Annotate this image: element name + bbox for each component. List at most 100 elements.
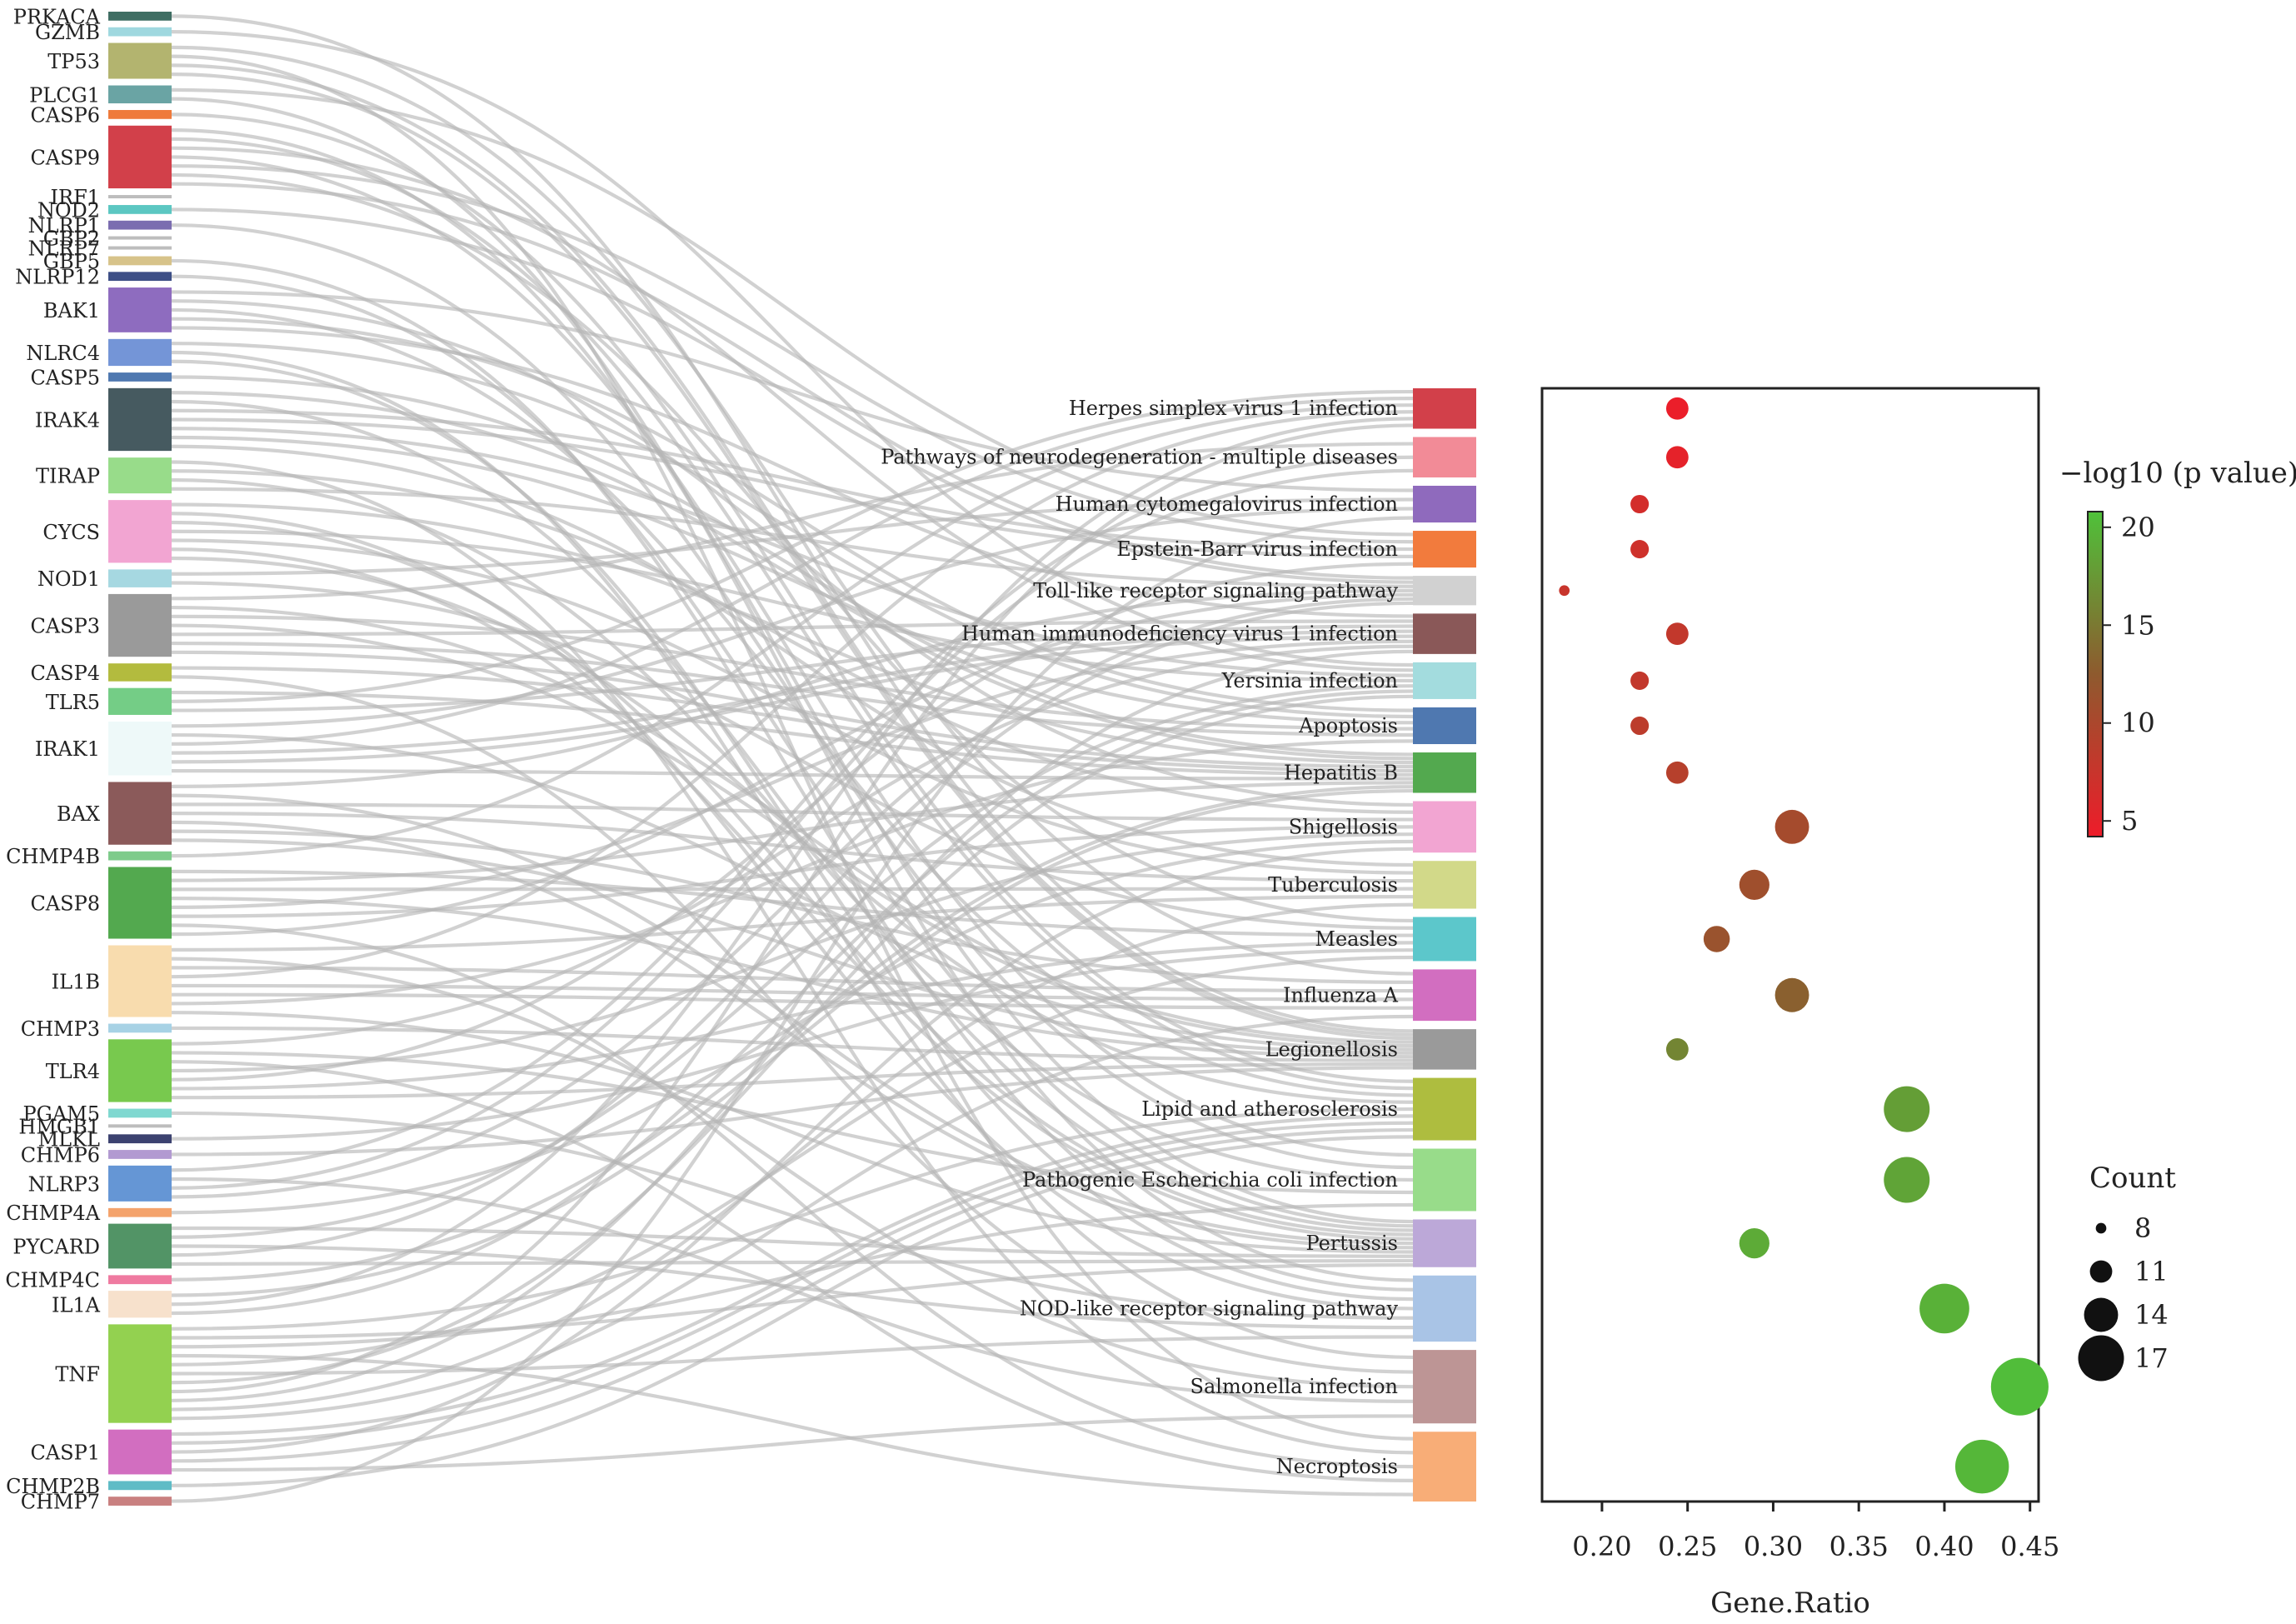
dot-15 — [1884, 1157, 1930, 1203]
flow-link — [171, 649, 1414, 1402]
gene-label-chmp6: CHMP6 — [21, 1143, 100, 1167]
flow-link — [171, 182, 1414, 580]
pathway-label-18: Salmonella infection — [1190, 1375, 1398, 1398]
pathway-label-11: Measles — [1315, 927, 1398, 951]
flow-link — [171, 923, 1414, 1469]
pathway-node-9 — [1413, 801, 1476, 853]
flow-link — [171, 941, 1414, 1091]
pathway-label-3: Epstein-Barr virus infection — [1116, 537, 1398, 561]
dot-14 — [1884, 1086, 1930, 1132]
flow-link — [171, 895, 1414, 952]
gene-label-casp9: CASP9 — [30, 146, 100, 169]
gene-node-gzmb — [108, 27, 172, 37]
gene-node-chmp4a — [108, 1207, 172, 1217]
gene-node-nlrp1 — [108, 220, 172, 230]
gene-label-casp5: CASP5 — [30, 366, 100, 389]
flow-link — [171, 1051, 1414, 1195]
pathway-node-19 — [1413, 1432, 1476, 1502]
pathway-node-13 — [1413, 1029, 1476, 1070]
gene-node-casp5 — [108, 372, 172, 382]
flow-link — [171, 468, 1414, 1190]
gene-label-nlrp12: NLRP12 — [15, 266, 100, 289]
sankey-flows — [171, 14, 1414, 1503]
gene-label-chmp4c: CHMP4C — [5, 1269, 100, 1292]
pathway-node-15 — [1413, 1148, 1476, 1212]
gene-node-irak1 — [108, 721, 172, 776]
gene-label-gbp5: GBP5 — [43, 250, 100, 273]
gene-node-nlrp12 — [108, 272, 172, 282]
color-tick-label: 15 — [2121, 609, 2155, 641]
dot-18 — [1990, 1357, 2049, 1416]
gene-node-il1b — [108, 945, 172, 1017]
x-tick-label: 0.35 — [1829, 1531, 1889, 1562]
gene-node-tlr4 — [108, 1039, 172, 1102]
gene-label-tirap: TIRAP — [36, 465, 100, 488]
size-legend-label: 8 — [2134, 1212, 2151, 1244]
pathway-node-12 — [1413, 969, 1476, 1022]
size-legend-dot — [2078, 1335, 2124, 1382]
size-legend-dot — [2084, 1297, 2119, 1332]
dot-10 — [1739, 869, 1769, 900]
dot-0 — [1665, 397, 1689, 420]
dot-16 — [1739, 1228, 1769, 1259]
gene-label-pycard: PYCARD — [12, 1235, 100, 1258]
flow-link — [171, 690, 1414, 777]
flow-link — [171, 397, 1414, 746]
gene-node-tlr5 — [108, 687, 172, 715]
pathway-label-16: Pertussis — [1306, 1232, 1398, 1255]
flow-link — [171, 469, 1414, 814]
gene-label-casp6: CASP6 — [30, 103, 100, 127]
gene-label-tlr4: TLR4 — [46, 1060, 100, 1083]
flow-link — [171, 507, 1414, 728]
gene-node-tp53 — [108, 42, 172, 79]
flow-link — [171, 694, 1414, 1385]
gene-label-tp53: TP53 — [47, 50, 100, 73]
dot-17 — [1919, 1283, 1969, 1334]
pathway-node-11 — [1413, 917, 1476, 962]
dot-3 — [1630, 540, 1650, 559]
flow-link — [171, 1414, 1414, 1472]
gene-label-chmp3: CHMP3 — [21, 1017, 100, 1041]
flow-link — [171, 274, 1414, 1228]
gene-node-mlkl — [108, 1134, 172, 1144]
gene-node-tirap — [108, 457, 172, 494]
flow-link — [171, 788, 1414, 1297]
flow-link — [171, 601, 1414, 1257]
dot-6 — [1630, 671, 1650, 690]
flow-link — [171, 317, 1414, 712]
gene-node-casp8 — [108, 867, 172, 939]
size-legend-dot — [2089, 1260, 2113, 1283]
dot-2 — [1630, 494, 1650, 514]
pathway-node-14 — [1413, 1077, 1476, 1141]
flow-link — [171, 45, 1414, 976]
gene-node-pgam5 — [108, 1108, 172, 1118]
gene-label-chmp4a: CHMP4A — [6, 1202, 100, 1225]
gene-node-prkaca — [108, 12, 172, 21]
dot-12 — [1774, 977, 1809, 1012]
flow-link — [171, 342, 1414, 719]
x-axis: 0.20 0.25 0.30 0.35 0.40 0.45 — [1572, 1502, 2059, 1562]
gene-label-chmp7: CHMP7 — [21, 1491, 100, 1514]
flow-link — [171, 902, 1414, 1412]
gene-node-chmp4b — [108, 851, 172, 861]
gene-label-nlrp3: NLRP3 — [28, 1172, 100, 1196]
gene-label-il1a: IL1A — [52, 1293, 101, 1317]
gene-label-nlrp7: NLRP7 — [28, 237, 100, 261]
flow-link — [171, 588, 1414, 788]
gene-node-nod2 — [108, 205, 172, 214]
gene-label-irak1: IRAK1 — [35, 737, 100, 761]
gene-label-casp4: CASP4 — [30, 662, 100, 685]
pathway-label-7: Apoptosis — [1298, 714, 1398, 737]
flow-link — [171, 444, 1414, 867]
flow-link — [171, 739, 1414, 1006]
flow-link — [171, 1121, 1414, 1445]
flow-link — [171, 644, 1414, 1046]
flow-link — [171, 442, 1414, 601]
flow-link — [171, 427, 1414, 677]
dot-8 — [1665, 761, 1689, 784]
gene-label-pgam5: PGAM5 — [23, 1102, 101, 1126]
pathway-label-19: Necroptosis — [1276, 1455, 1398, 1478]
dot-9 — [1774, 809, 1809, 844]
gene-node-tnf — [108, 1324, 172, 1423]
